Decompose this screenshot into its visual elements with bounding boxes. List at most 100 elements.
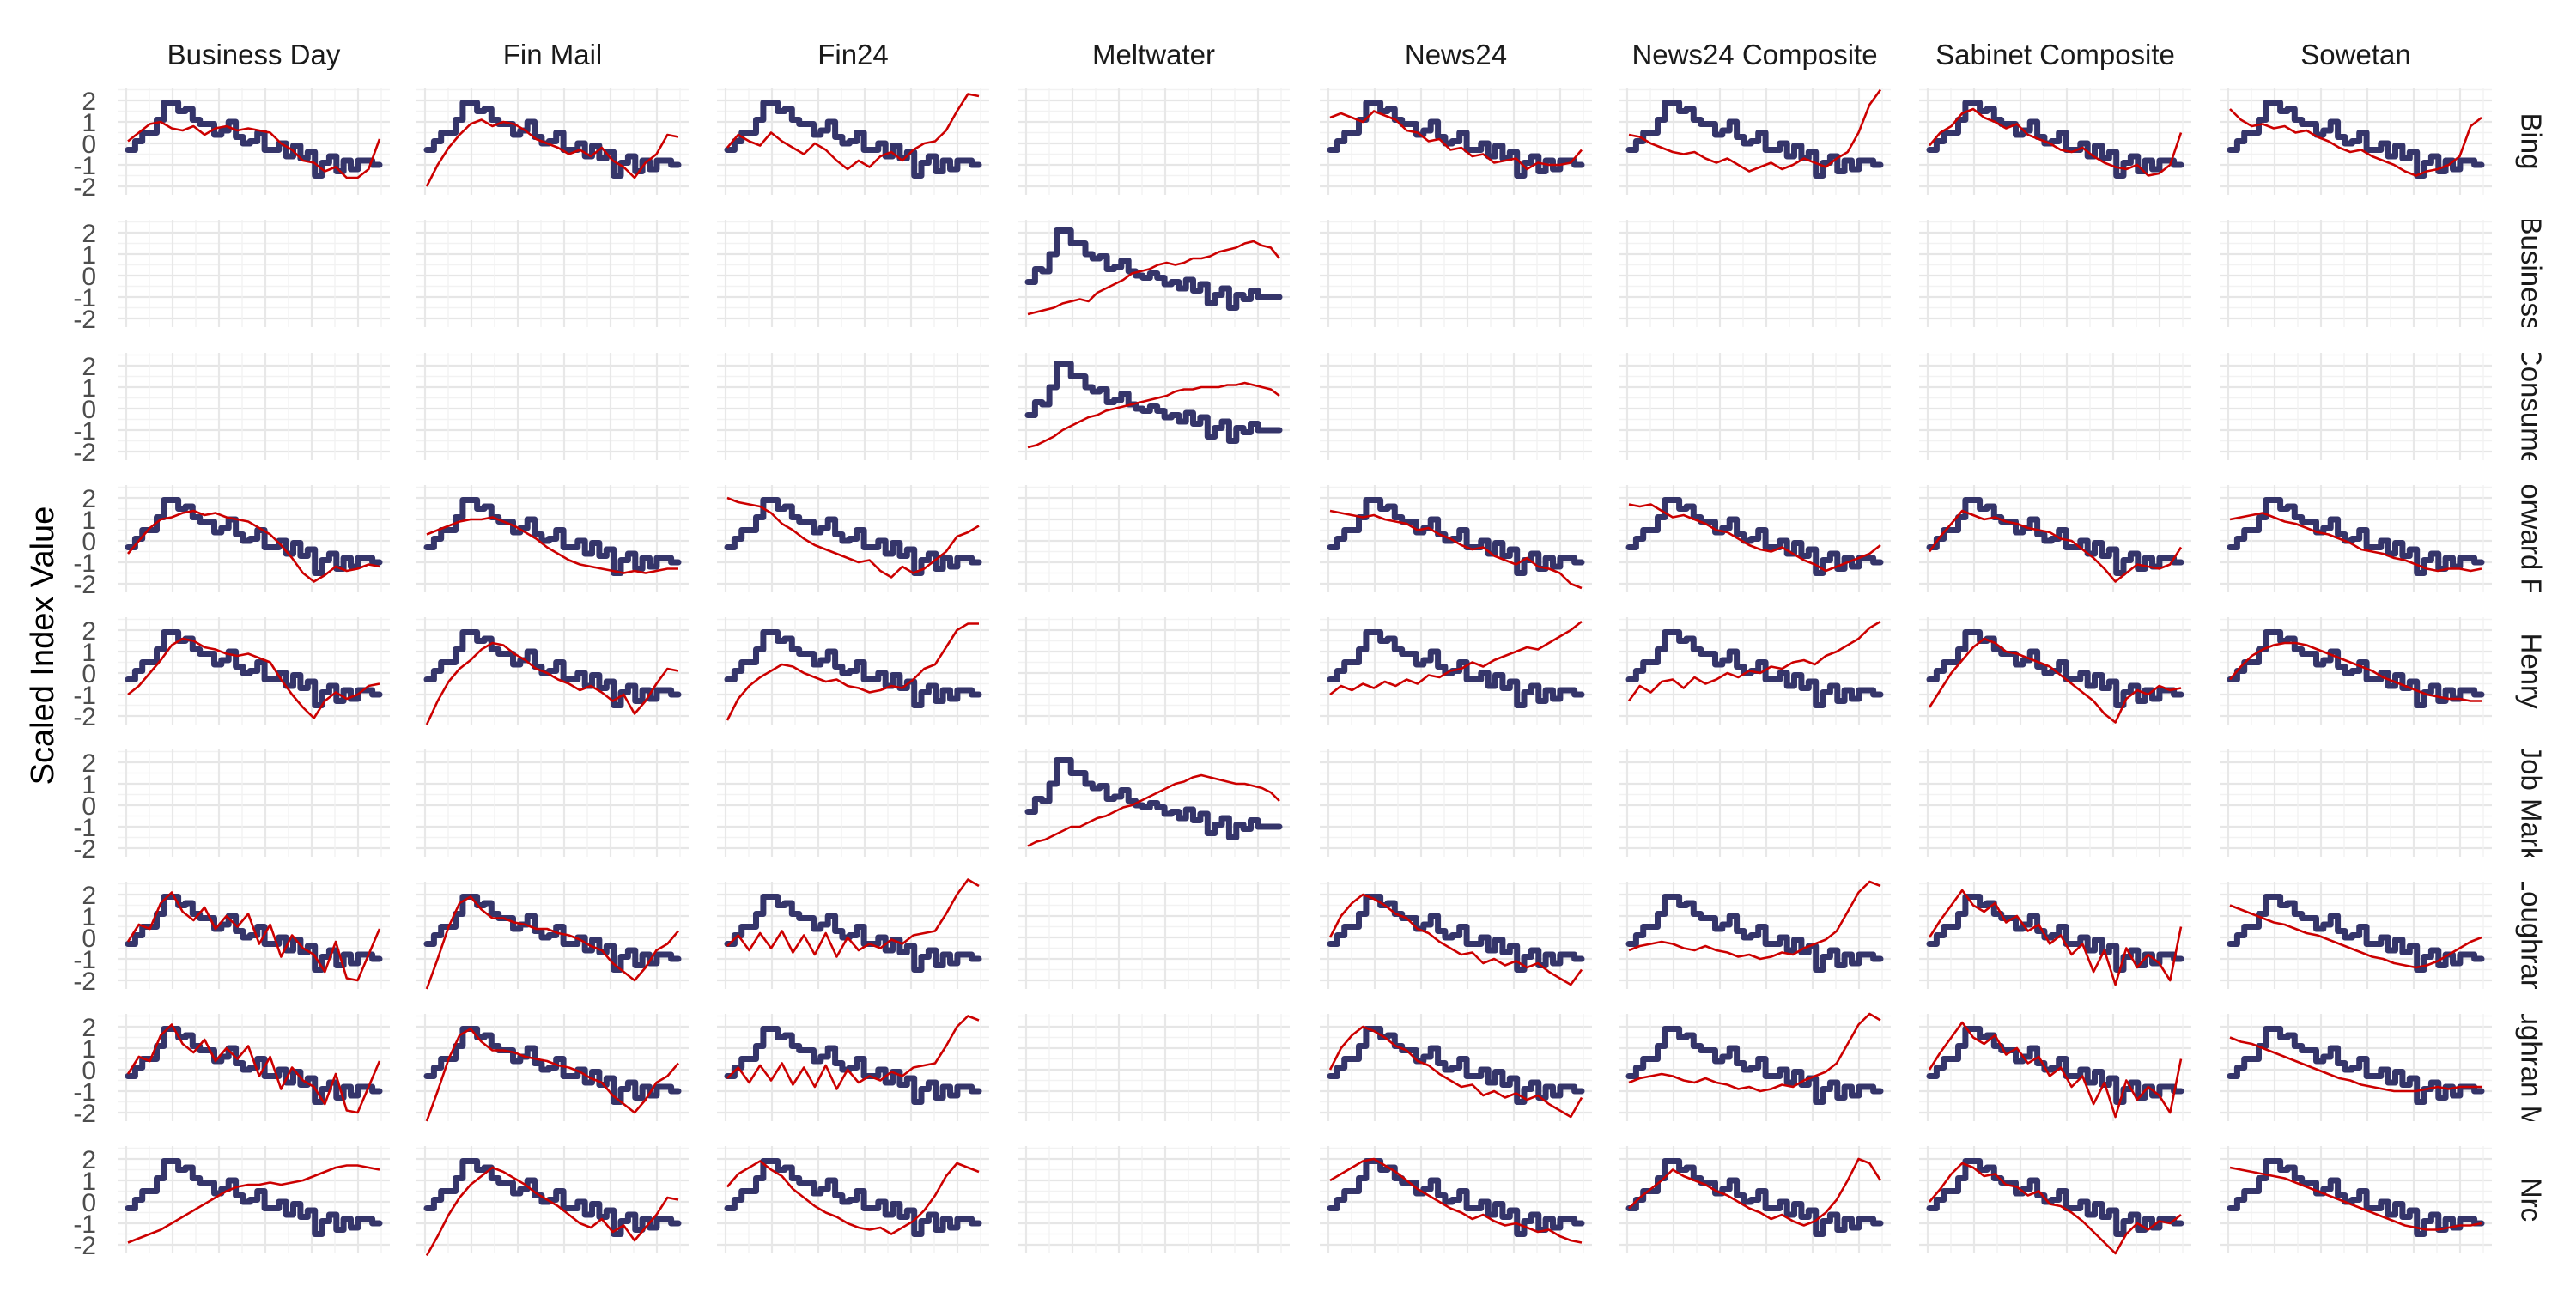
reference-index-line [423,100,682,179]
facet-panel [118,353,390,460]
facet-panel [1018,220,1290,327]
sentiment-index-line [1628,503,1881,573]
facet-panel [416,485,689,592]
y-tick-label: 1 [82,771,96,799]
reference-index-line [1625,1026,1884,1105]
facet-panel [416,220,689,327]
y-tick-label: -2 [73,306,96,334]
sentiment-index-line [1328,893,1583,986]
facet-panel [717,1146,989,1253]
y-tick-label: -1 [73,284,96,312]
sentiment-index-line [1928,637,2182,724]
sentiment-index-line [726,496,980,579]
facet-panel [1619,1146,1891,1253]
reference-index-line [724,894,982,973]
facet-panel [1919,485,2191,592]
sentiment-index-line [1628,1012,1881,1093]
facet-panel [118,88,390,195]
reference-index-line [423,629,682,708]
sentiment-index-line [127,637,380,719]
facet-panel [717,1014,989,1121]
y-tick-label: -2 [73,1100,96,1128]
y-tick-label: 0 [82,925,96,953]
reference-index-line [1024,361,1283,444]
sentiment-index-line [1928,889,2183,986]
facet-panel [118,749,390,857]
y-tick-label: 1 [82,241,96,270]
facet-panel [416,1014,689,1122]
y-tick-label: 0 [82,1057,96,1085]
reference-index-line [125,629,383,708]
sentiment-index-line [1628,1157,1882,1227]
sentiment-index-line [2229,512,2482,573]
y-tick-label: -2 [73,967,96,996]
y-tick-label: 0 [82,528,96,556]
reference-index-line [2227,497,2485,576]
sentiment-index-line [1328,1025,1583,1119]
facet-panel [1619,749,1891,857]
y-tick-label: -2 [73,1232,96,1260]
facet-panel [2220,485,2492,592]
facet-panel [1018,1014,1290,1121]
sentiment-index-line [127,120,381,179]
sentiment-index-line [1929,1162,2182,1255]
reference-index-line [2227,100,2485,179]
sentiment-index-line [126,891,381,982]
y-tick-label: 0 [82,660,96,688]
facet-panel [1919,1014,2191,1121]
reference-index-line [423,1026,682,1105]
reference-index-line [125,894,383,973]
facet-panel [1619,880,1891,989]
facet-panel [118,882,390,989]
sentiment-index-line [127,509,380,583]
y-tick-label: -2 [73,835,96,864]
sentiment-index-line [2229,1166,2482,1231]
facet-panel [2220,617,2492,725]
reference-index-line [1327,497,1585,576]
facet-panel [2220,1014,2492,1121]
sentiment-index-line [2229,1036,2482,1093]
reference-index-line [724,629,982,708]
facet-panel [118,1014,390,1121]
row-strip-label: Business [2515,216,2547,331]
reference-index-line [125,1158,383,1237]
facet-panel [1018,1146,1290,1253]
facet-panel [416,749,689,857]
reference-index-line [2227,1158,2485,1237]
sentiment-index-line [1027,773,1280,847]
sentiment-index-line [726,1015,980,1090]
column-strip-label: Meltwater [1092,39,1215,70]
facet-panel [2220,353,2492,460]
facet-panel [1619,88,1891,195]
sentiment-index-line [425,118,679,187]
facet-panel [416,882,689,990]
sentiment-index-line [426,516,678,574]
facet-panel [717,353,989,460]
column-strip-label: News24 [1405,39,1507,70]
facet-panel [118,1146,390,1253]
y-tick-label: 1 [82,1035,96,1064]
y-tick-label: -1 [73,1210,96,1239]
y-tick-label: -2 [73,173,96,202]
y-tick-label: 2 [82,220,96,248]
sentiment-index-line [1027,240,1281,316]
y-tick-label: 2 [82,485,96,513]
y-tick-label: -1 [73,1078,96,1107]
y-tick-label: -2 [73,439,96,467]
reference-index-line [1024,757,1283,840]
y-tick-label: -1 [73,152,96,180]
facet-panel [717,88,989,195]
facet-panel [1018,617,1290,725]
reference-index-line [1625,894,1884,973]
sentiment-index-line [1628,880,1881,961]
sentiment-index-line [726,878,980,958]
sentiment-index-line [1929,107,2183,177]
facet-panel [1320,1014,1592,1121]
facet-panel [1320,617,1592,725]
y-tick-label: 2 [82,1146,96,1174]
y-tick-label: 0 [82,792,96,821]
facet-panel [1619,220,1891,327]
y-tick-label: 1 [82,903,96,931]
reference-index-line [125,100,383,179]
